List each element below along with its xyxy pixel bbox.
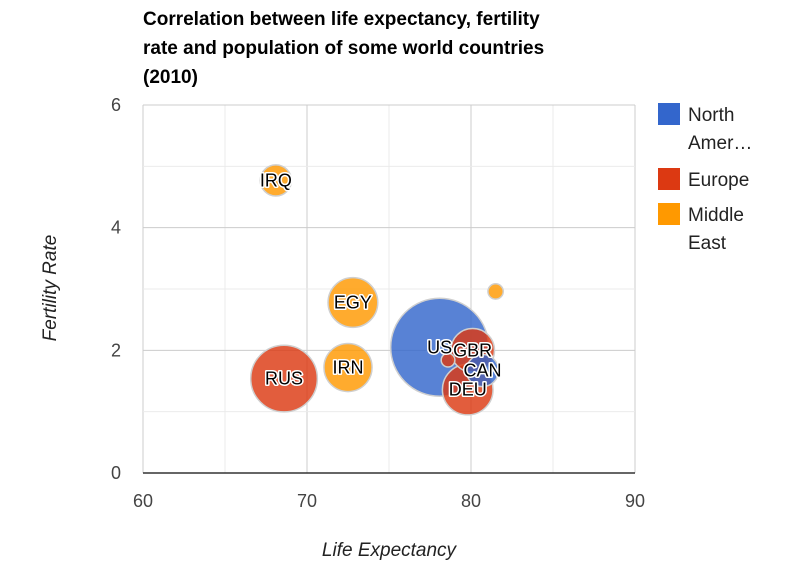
bubble-label-gbr: GBR — [453, 340, 492, 360]
bubble-egy[interactable] — [327, 276, 379, 329]
bubble-unlabeled[interactable] — [440, 352, 456, 368]
y-tick-label: 6 — [111, 95, 121, 115]
y-tick-label: 0 — [111, 463, 121, 483]
chart-title-line-3: (2010) — [143, 67, 198, 88]
bubble-label-irn: IRN — [333, 358, 364, 378]
legend-label: Europe — [688, 170, 749, 191]
bubble-label-egy: EGY — [334, 292, 372, 312]
legend-swatch — [658, 203, 680, 225]
legend-label: Amer… — [688, 133, 752, 154]
bubble-irn[interactable] — [323, 342, 373, 393]
y-tick-label: 2 — [111, 340, 121, 360]
legend-swatch — [658, 168, 680, 190]
legend-swatch — [658, 103, 680, 125]
chart-title: Correlation between life expectancy, fer… — [143, 9, 544, 88]
bubble-label-can: CAN — [463, 361, 501, 381]
chart-title-line-2: rate and population of some world countr… — [143, 38, 544, 59]
bubble-can[interactable] — [465, 353, 500, 388]
bubble-label-irq: IRQ — [260, 170, 292, 190]
bubble-label-rus: RUS — [265, 369, 303, 389]
bubbles-layer — [249, 164, 505, 416]
bubble-rus[interactable] — [249, 344, 319, 413]
axis-tick-labels: 60 70 80 90 0 2 4 6 — [111, 95, 645, 511]
x-tick-label: 70 — [297, 491, 317, 511]
legend-label: North — [688, 105, 734, 126]
plot-grid — [142, 104, 636, 474]
x-tick-label: 90 — [625, 491, 645, 511]
legend-label: East — [688, 233, 727, 254]
bubble-label-deu: DEU — [449, 380, 487, 400]
legend-label: Middle — [688, 205, 744, 226]
x-tick-label: 60 — [133, 491, 153, 511]
bubble-irq[interactable] — [259, 164, 293, 197]
y-axis-title: Fertility Rate — [40, 235, 61, 342]
bubble-label-usa: US — [427, 337, 452, 357]
chart-title-line-1: Correlation between life expectancy, fer… — [143, 9, 540, 30]
x-axis-title: Life Expectancy — [322, 540, 458, 561]
chart-legend: North Amer… Europe Middle East — [658, 103, 752, 254]
y-tick-label: 4 — [111, 218, 121, 238]
bubble-isr[interactable] — [487, 283, 505, 300]
x-tick-label: 80 — [461, 491, 481, 511]
